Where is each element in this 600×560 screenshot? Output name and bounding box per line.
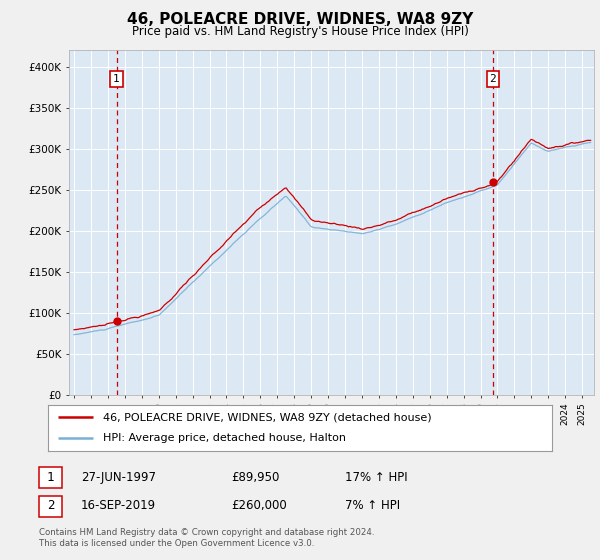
Text: 17% ↑ HPI: 17% ↑ HPI: [345, 470, 407, 484]
Text: 46, POLEACRE DRIVE, WIDNES, WA8 9ZY: 46, POLEACRE DRIVE, WIDNES, WA8 9ZY: [127, 12, 473, 27]
Text: Contains HM Land Registry data © Crown copyright and database right 2024.
This d: Contains HM Land Registry data © Crown c…: [39, 528, 374, 548]
Text: HPI: Average price, detached house, Halton: HPI: Average price, detached house, Halt…: [103, 433, 346, 444]
Text: 7% ↑ HPI: 7% ↑ HPI: [345, 499, 400, 512]
Text: 46, POLEACRE DRIVE, WIDNES, WA8 9ZY (detached house): 46, POLEACRE DRIVE, WIDNES, WA8 9ZY (det…: [103, 412, 432, 422]
Text: 27-JUN-1997: 27-JUN-1997: [81, 470, 156, 484]
Text: 2: 2: [47, 499, 54, 512]
Text: £89,950: £89,950: [231, 470, 280, 484]
Text: 16-SEP-2019: 16-SEP-2019: [81, 499, 156, 512]
Text: £260,000: £260,000: [231, 499, 287, 512]
Text: 1: 1: [47, 470, 54, 484]
Text: 1: 1: [113, 74, 120, 84]
Text: Price paid vs. HM Land Registry's House Price Index (HPI): Price paid vs. HM Land Registry's House …: [131, 25, 469, 38]
Text: 2: 2: [490, 74, 496, 84]
